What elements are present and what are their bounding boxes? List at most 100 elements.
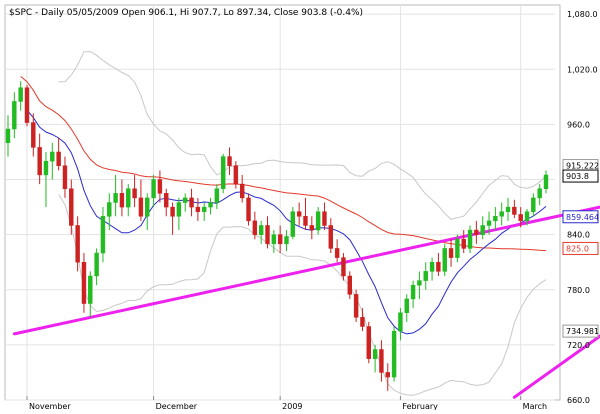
candle-body: [303, 216, 308, 226]
candle-body: [220, 156, 226, 189]
y-tick-label: 780.0: [567, 286, 590, 295]
candle-body: [423, 271, 428, 281]
candle: [246, 193, 251, 226]
candle: [119, 179, 125, 217]
price-badge-close: 903.8: [562, 169, 599, 183]
candle-body: [43, 160, 49, 176]
candle-body: [480, 225, 485, 235]
candle-body: [543, 174, 549, 189]
upper-bollinger-band: [58, 50, 547, 220]
candle: [398, 308, 403, 341]
candle-body: [290, 211, 296, 237]
y-tick-label: 1,080.0: [567, 10, 598, 19]
candle-body: [284, 236, 289, 245]
candle: [5, 115, 11, 157]
candle: [366, 321, 371, 364]
candle-body: [246, 197, 251, 222]
candle: [379, 340, 384, 382]
y-tick-label: 960.0: [567, 120, 590, 129]
candle-body: [341, 257, 346, 277]
candle: [18, 81, 23, 111]
candle-body: [391, 330, 397, 378]
candle: [303, 197, 308, 231]
candle: [341, 253, 346, 281]
price-badge-ma-fast: 859.464: [562, 210, 599, 224]
candle: [429, 257, 435, 281]
candle-body: [379, 349, 384, 373]
candle-body: [493, 216, 498, 222]
candle: [214, 184, 220, 209]
candle: [499, 202, 504, 226]
candle: [100, 207, 106, 263]
candle-body: [360, 317, 365, 327]
y-tick-label: 660.0: [567, 396, 590, 405]
candle-body: [537, 188, 542, 199]
candle: [455, 234, 460, 263]
candle-body: [328, 225, 334, 249]
candle-body: [277, 234, 283, 245]
candle: [493, 207, 498, 231]
x-tick-label: November: [29, 402, 71, 410]
candle: [505, 197, 511, 221]
candle: [290, 207, 296, 240]
candle: [404, 294, 409, 322]
candle: [56, 138, 61, 171]
candle-body: [385, 372, 390, 378]
candle: [410, 280, 416, 309]
candle-body: [309, 225, 315, 231]
candle: [81, 253, 87, 313]
candle: [360, 308, 365, 332]
candle-body: [347, 275, 353, 295]
x-tick-label: February: [402, 402, 438, 410]
candle: [164, 188, 169, 217]
candle: [126, 184, 131, 217]
candle-body: [62, 165, 68, 189]
candle: [284, 230, 289, 252]
candle: [208, 197, 213, 215]
candle-body: [518, 214, 523, 222]
candle: [24, 84, 30, 127]
candle-body: [233, 165, 239, 185]
candle: [265, 216, 270, 249]
candle-body: [132, 188, 137, 199]
candle: [512, 199, 517, 219]
candle: [417, 271, 422, 299]
candle-body: [50, 151, 55, 162]
candle: [252, 211, 258, 240]
candle-body: [75, 225, 80, 263]
candle: [334, 239, 340, 263]
candle-body: [69, 188, 74, 226]
candle: [151, 174, 156, 208]
candle-body: [201, 206, 207, 212]
candle-body: [189, 197, 194, 208]
candle: [328, 218, 334, 254]
price-badge-box: [562, 169, 599, 183]
candle: [88, 271, 93, 318]
lower-bollinger-band: [58, 194, 547, 396]
candle: [62, 156, 68, 198]
y-tick-label: 1,020.0: [567, 65, 598, 74]
candle-body: [37, 147, 42, 176]
candle: [107, 193, 112, 231]
candle: [157, 170, 163, 203]
y-tick-label: 840.0: [567, 231, 590, 240]
y-tick-label: 720.0: [567, 341, 590, 350]
candle: [37, 133, 42, 185]
candle: [113, 174, 118, 217]
candle: [271, 230, 277, 254]
candle: [423, 262, 428, 290]
candle: [170, 202, 175, 235]
candle: [75, 216, 80, 272]
x-tick-label: March: [523, 402, 547, 410]
candle-body: [170, 206, 175, 217]
candle-body: [512, 206, 517, 215]
price-badge-label: 859.464: [566, 213, 599, 222]
candle: [145, 193, 150, 231]
candle-body: [157, 179, 163, 194]
candle: [391, 326, 397, 382]
long-support-trendline: [12, 205, 600, 336]
candle: [227, 147, 232, 175]
candle: [518, 207, 523, 228]
candle-body: [486, 220, 492, 226]
